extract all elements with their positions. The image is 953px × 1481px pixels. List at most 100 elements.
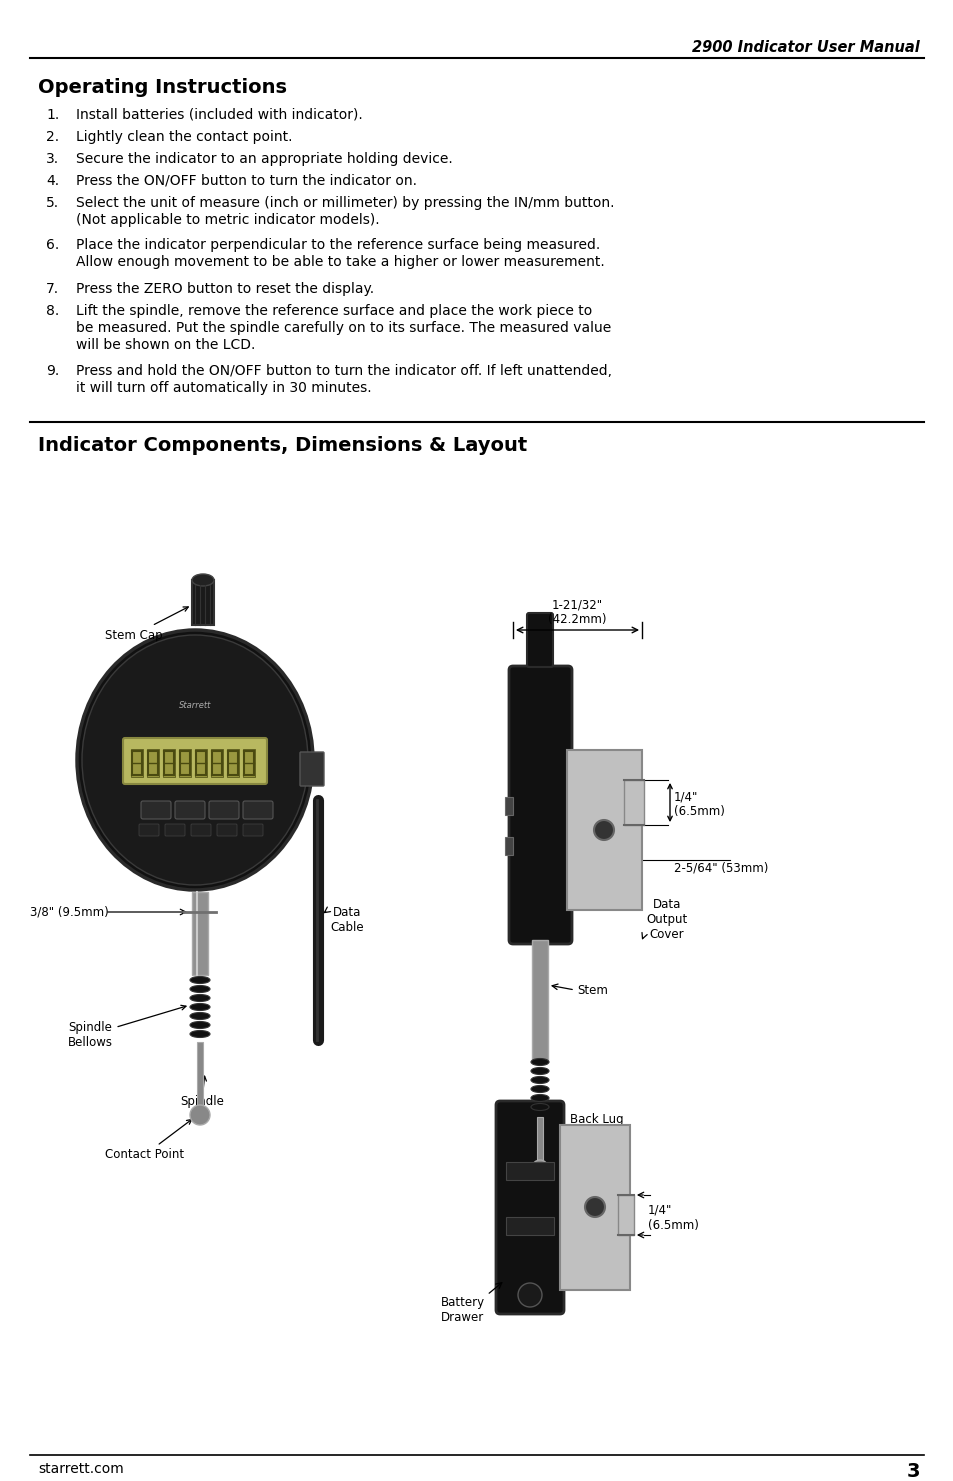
Text: Data
Cable: Data Cable	[330, 906, 363, 935]
Circle shape	[532, 1160, 547, 1176]
FancyBboxPatch shape	[299, 752, 324, 786]
Circle shape	[584, 1197, 604, 1217]
FancyBboxPatch shape	[191, 823, 211, 835]
Text: Starrett: Starrett	[178, 701, 211, 709]
Text: Secure the indicator to an appropriate holding device.: Secure the indicator to an appropriate h…	[76, 153, 453, 166]
FancyBboxPatch shape	[123, 738, 267, 783]
Text: Press the ON/OFF button to turn the indicator on.: Press the ON/OFF button to turn the indi…	[76, 173, 416, 188]
Bar	[179, 749, 191, 778]
Ellipse shape	[190, 985, 210, 992]
Ellipse shape	[531, 1103, 548, 1111]
Text: Operating Instructions: Operating Instructions	[38, 78, 287, 96]
Ellipse shape	[190, 1031, 210, 1038]
Text: 3.: 3.	[46, 153, 59, 166]
Text: 5.: 5.	[46, 195, 59, 210]
Bar	[194, 749, 207, 778]
Text: (6.5mm): (6.5mm)	[647, 1219, 699, 1232]
Text: 2900 Indicator User Manual: 2900 Indicator User Manual	[692, 40, 919, 55]
Text: 7.: 7.	[46, 281, 59, 296]
Text: 2-5/64" (53mm): 2-5/64" (53mm)	[673, 862, 767, 874]
FancyBboxPatch shape	[174, 801, 205, 819]
Text: Back Lug: Back Lug	[569, 1114, 623, 1127]
Text: 1.: 1.	[46, 108, 59, 121]
Ellipse shape	[531, 1094, 548, 1102]
Text: Indicator Components, Dimensions & Layout: Indicator Components, Dimensions & Layou…	[38, 435, 527, 455]
Text: Stem: Stem	[577, 983, 607, 997]
FancyBboxPatch shape	[243, 801, 273, 819]
Text: Install batteries (included with indicator).: Install batteries (included with indicat…	[76, 108, 362, 121]
Text: Data
Output
Cover: Data Output Cover	[645, 899, 686, 942]
Ellipse shape	[531, 1059, 548, 1065]
Bar	[192, 581, 213, 625]
Text: 6.: 6.	[46, 238, 59, 252]
Bar	[243, 749, 254, 778]
Circle shape	[517, 1283, 541, 1308]
FancyBboxPatch shape	[243, 823, 263, 835]
Text: 4.: 4.	[46, 173, 59, 188]
Text: Spindle
Bellows: Spindle Bellows	[68, 1006, 186, 1049]
Text: (6.5mm): (6.5mm)	[673, 806, 724, 819]
Ellipse shape	[192, 575, 213, 586]
Bar	[623, 780, 643, 825]
Ellipse shape	[82, 635, 308, 886]
Bar	[131, 749, 143, 778]
Circle shape	[190, 1105, 210, 1126]
Bar	[505, 1217, 554, 1235]
Bar	[504, 797, 513, 815]
Text: Press and hold the ON/OFF button to turn the indicator off. If left unattended,: Press and hold the ON/OFF button to turn…	[76, 364, 612, 378]
Text: starrett.com: starrett.com	[38, 1462, 124, 1477]
Text: 3/8" (9.5mm): 3/8" (9.5mm)	[30, 905, 109, 918]
Bar	[211, 749, 223, 778]
Text: Place the indicator perpendicular to the reference surface being measured.: Place the indicator perpendicular to the…	[76, 238, 599, 252]
FancyBboxPatch shape	[216, 823, 236, 835]
Ellipse shape	[77, 629, 313, 890]
Ellipse shape	[190, 1004, 210, 1010]
FancyBboxPatch shape	[526, 613, 553, 666]
Bar	[147, 749, 159, 778]
Text: Lightly clean the contact point.: Lightly clean the contact point.	[76, 130, 293, 144]
Text: 3: 3	[905, 1462, 919, 1481]
Ellipse shape	[190, 1022, 210, 1028]
Ellipse shape	[531, 1077, 548, 1084]
Bar	[537, 1117, 542, 1160]
FancyBboxPatch shape	[509, 666, 572, 943]
Ellipse shape	[531, 1068, 548, 1075]
Text: Battery
Drawer: Battery Drawer	[440, 1296, 484, 1324]
Text: Spindle: Spindle	[180, 1077, 224, 1108]
Text: Press the ZERO button to reset the display.: Press the ZERO button to reset the displ…	[76, 281, 374, 296]
FancyBboxPatch shape	[496, 1100, 563, 1314]
Bar	[505, 1163, 554, 1180]
Text: (42.2mm): (42.2mm)	[547, 613, 605, 626]
Text: 2.: 2.	[46, 130, 59, 144]
Circle shape	[594, 820, 614, 840]
Text: Lift the spindle, remove the reference surface and place the work piece to: Lift the spindle, remove the reference s…	[76, 304, 592, 318]
Bar	[618, 1195, 634, 1235]
Text: 1-21/32": 1-21/32"	[551, 598, 602, 612]
Text: 8.: 8.	[46, 304, 59, 318]
Bar	[163, 749, 174, 778]
Ellipse shape	[190, 1013, 210, 1019]
Bar	[196, 1043, 203, 1105]
Text: 1/4": 1/4"	[647, 1204, 672, 1216]
Bar	[504, 837, 513, 855]
FancyBboxPatch shape	[141, 801, 171, 819]
FancyBboxPatch shape	[209, 801, 239, 819]
Bar	[227, 749, 239, 778]
Text: 1/4": 1/4"	[673, 791, 698, 804]
FancyBboxPatch shape	[139, 823, 159, 835]
Ellipse shape	[531, 1086, 548, 1093]
Ellipse shape	[190, 976, 210, 983]
Bar	[566, 749, 641, 909]
Text: Select the unit of measure (inch or millimeter) by pressing the IN/mm button.: Select the unit of measure (inch or mill…	[76, 195, 614, 210]
FancyBboxPatch shape	[165, 823, 185, 835]
Ellipse shape	[190, 995, 210, 1001]
Text: Allow enough movement to be able to take a higher or lower measurement.: Allow enough movement to be able to take…	[76, 255, 604, 270]
Text: Stem Cap: Stem Cap	[105, 607, 188, 641]
Text: (Not applicable to metric indicator models).: (Not applicable to metric indicator mode…	[76, 213, 379, 227]
Text: Contact Point: Contact Point	[105, 1120, 192, 1161]
Text: it will turn off automatically in 30 minutes.: it will turn off automatically in 30 min…	[76, 381, 372, 395]
Bar	[559, 1126, 629, 1290]
Text: be measured. Put the spindle carefully on to its surface. The measured value: be measured. Put the spindle carefully o…	[76, 321, 611, 335]
Text: will be shown on the LCD.: will be shown on the LCD.	[76, 338, 255, 352]
Bar	[192, 892, 208, 974]
